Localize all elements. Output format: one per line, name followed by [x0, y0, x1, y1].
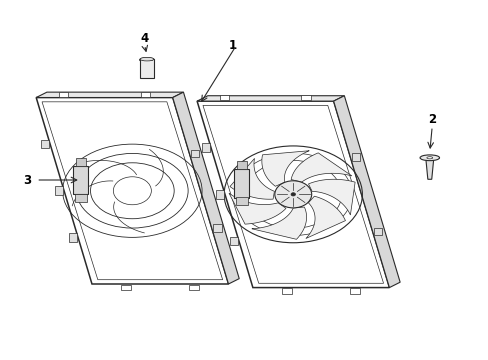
Text: 4: 4: [140, 32, 148, 45]
Polygon shape: [282, 288, 291, 294]
Polygon shape: [121, 285, 131, 291]
Polygon shape: [350, 288, 360, 294]
Polygon shape: [190, 150, 199, 157]
Polygon shape: [305, 196, 345, 238]
Text: 1: 1: [228, 39, 236, 52]
Polygon shape: [228, 193, 285, 224]
Polygon shape: [308, 179, 354, 215]
Bar: [76, 158, 85, 166]
Polygon shape: [55, 186, 63, 195]
Polygon shape: [41, 140, 49, 148]
Ellipse shape: [419, 155, 439, 161]
Polygon shape: [301, 95, 310, 100]
Polygon shape: [140, 92, 150, 97]
Polygon shape: [425, 159, 433, 179]
Circle shape: [290, 193, 295, 196]
Polygon shape: [373, 228, 382, 235]
Polygon shape: [229, 158, 274, 199]
Ellipse shape: [426, 157, 432, 159]
Polygon shape: [172, 92, 239, 284]
Polygon shape: [197, 101, 388, 288]
Bar: [140, 59, 154, 78]
Polygon shape: [197, 96, 344, 101]
Polygon shape: [290, 153, 351, 182]
Polygon shape: [216, 190, 224, 199]
Bar: [236, 161, 246, 169]
Polygon shape: [213, 225, 221, 231]
Circle shape: [274, 181, 311, 208]
Bar: [75, 194, 86, 202]
Text: 3: 3: [23, 174, 32, 186]
Polygon shape: [36, 92, 183, 98]
Text: 2: 2: [427, 113, 435, 126]
Polygon shape: [333, 96, 399, 288]
Polygon shape: [251, 207, 306, 239]
Polygon shape: [189, 285, 199, 291]
Polygon shape: [351, 153, 359, 161]
Bar: [73, 166, 88, 194]
Polygon shape: [219, 95, 229, 100]
Polygon shape: [202, 143, 210, 152]
Ellipse shape: [140, 57, 154, 61]
Polygon shape: [261, 151, 308, 186]
Polygon shape: [69, 233, 77, 242]
Polygon shape: [59, 92, 68, 97]
Bar: [235, 197, 247, 205]
Ellipse shape: [140, 58, 154, 62]
Polygon shape: [230, 237, 238, 245]
Polygon shape: [36, 98, 228, 284]
Bar: [234, 169, 248, 198]
